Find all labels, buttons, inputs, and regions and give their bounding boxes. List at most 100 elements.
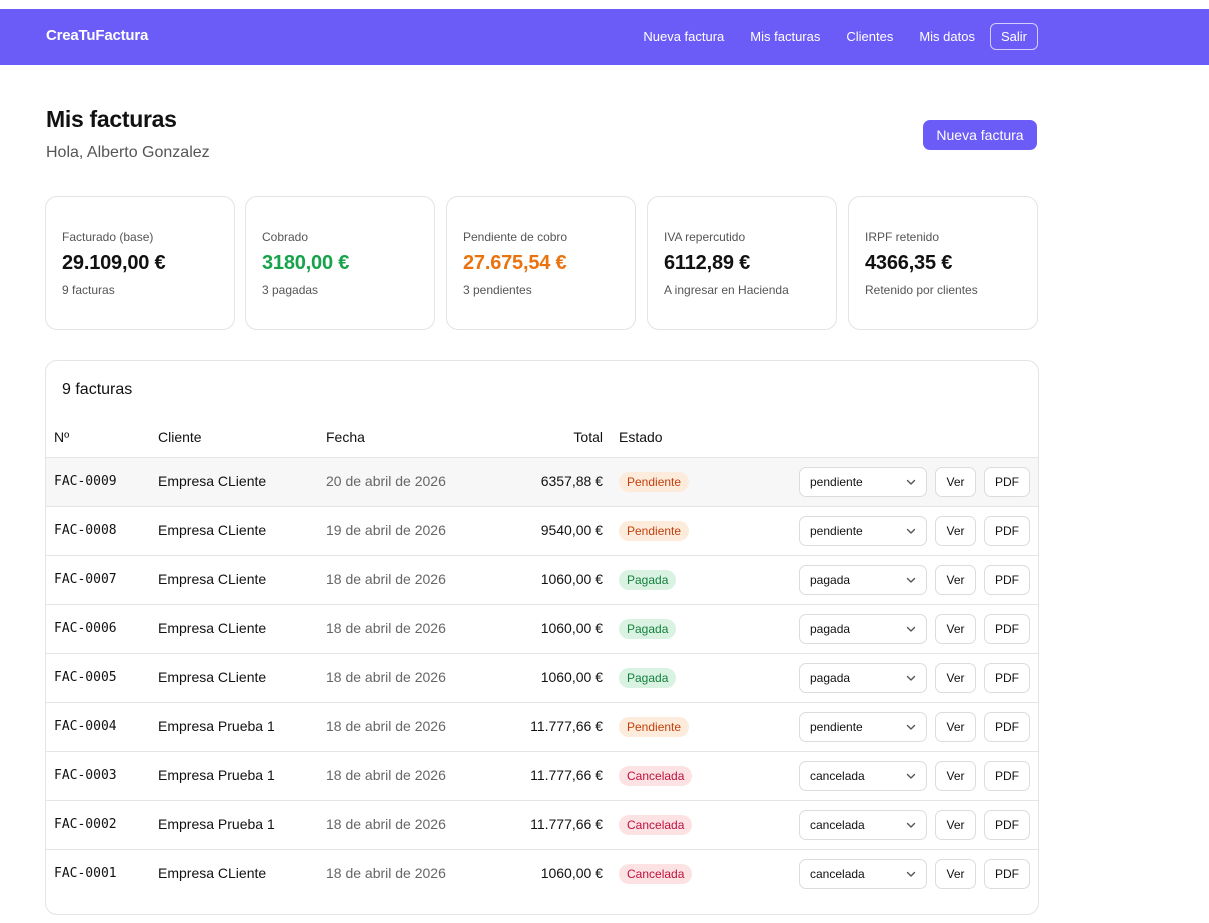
invoice-client: Empresa Prueba 1: [158, 816, 275, 832]
invoice-total: 1060,00 €: [540, 620, 603, 636]
nav-link-mis-facturas[interactable]: Mis facturas: [750, 29, 821, 44]
invoice-number: FAC-0005: [54, 670, 117, 685]
table-row: FAC-0002 Empresa Prueba 1 18 de abril de 2…: [46, 801, 1038, 850]
invoice-number: FAC-0008: [54, 523, 117, 538]
status-select-value: cancelada: [810, 769, 865, 783]
nav-link-mis-datos[interactable]: Mis datos: [919, 29, 975, 44]
stat-label: IRPF retenido: [865, 230, 940, 244]
status-select-value: cancelada: [810, 867, 865, 881]
status-select-value: cancelada: [810, 818, 865, 832]
table-row: FAC-0009 Empresa CLiente 20 de abril de 20…: [46, 458, 1038, 507]
stat-card-facturado: Facturado (base) 29.109,00 € 9 facturas: [45, 196, 235, 330]
header-client: Cliente: [158, 429, 202, 445]
pdf-button[interactable]: PDF: [984, 859, 1030, 889]
view-button[interactable]: Ver: [935, 761, 976, 791]
invoice-client: Empresa CLiente: [158, 522, 267, 538]
invoice-number: FAC-0001: [54, 866, 117, 881]
chevron-down-icon: [906, 577, 916, 583]
invoice-client: Empresa Prueba 1: [158, 767, 275, 783]
stat-card-iva: IVA repercutido 6112,89 € A ingresar en …: [647, 196, 837, 330]
chevron-down-icon: [906, 675, 916, 681]
invoices-table-card: 9 facturas Nº Cliente Fecha Total Estado…: [45, 360, 1039, 915]
invoice-date: 20 de abril de 2026: [326, 473, 446, 489]
pdf-button[interactable]: PDF: [984, 663, 1030, 693]
header-num: Nº: [54, 429, 70, 445]
chevron-down-icon: [906, 871, 916, 877]
chevron-down-icon: [906, 528, 916, 534]
greeting-text: Hola, Alberto Gonzalez: [46, 144, 210, 161]
stat-value: 3180,00 €: [262, 252, 350, 274]
nav-links: Nueva factura Mis facturas Clientes Mis …: [643, 23, 1038, 50]
new-invoice-button[interactable]: Nueva factura: [923, 120, 1037, 150]
invoice-total: 11.777,66 €: [530, 767, 603, 783]
pdf-button[interactable]: PDF: [984, 614, 1030, 644]
invoice-number: FAC-0009: [54, 474, 117, 489]
status-select[interactable]: cancelada: [799, 810, 927, 840]
stat-label: IVA repercutido: [664, 230, 746, 244]
table-row: FAC-0003 Empresa Prueba 1 18 de abril de 2…: [46, 752, 1038, 801]
pdf-button[interactable]: PDF: [984, 467, 1030, 497]
pdf-button[interactable]: PDF: [984, 712, 1030, 742]
stat-card-cobrado: Cobrado 3180,00 € 3 pagadas: [245, 196, 435, 330]
view-button[interactable]: Ver: [935, 810, 976, 840]
invoice-date: 18 de abril de 2026: [326, 571, 446, 587]
chevron-down-icon: [906, 822, 916, 828]
invoice-date: 18 de abril de 2026: [326, 620, 446, 636]
status-select-value: pendiente: [810, 524, 863, 538]
stat-card-pendiente: Pendiente de cobro 27.675,54 € 3 pendien…: [446, 196, 636, 330]
status-badge: Pagada: [619, 570, 677, 590]
header-total: Total: [573, 429, 603, 445]
stat-sub: Retenido por clientes: [865, 283, 978, 297]
table-row: FAC-0006 Empresa CLiente 18 de abril de 20…: [46, 605, 1038, 654]
status-select[interactable]: pagada: [799, 614, 927, 644]
pdf-button[interactable]: PDF: [984, 516, 1030, 546]
status-badge: Pendiente: [619, 521, 690, 541]
stat-label: Cobrado: [262, 230, 309, 244]
table-row: FAC-0005 Empresa CLiente 18 de abril de 20…: [46, 654, 1038, 703]
pdf-button[interactable]: PDF: [984, 810, 1030, 840]
status-select[interactable]: cancelada: [799, 859, 927, 889]
view-button[interactable]: Ver: [935, 516, 976, 546]
invoice-total: 11.777,66 €: [530, 816, 603, 832]
invoice-total: 9540,00 €: [540, 522, 603, 538]
invoice-number: FAC-0006: [54, 621, 117, 636]
page-title: Mis facturas: [46, 106, 177, 132]
view-button[interactable]: Ver: [935, 467, 976, 497]
status-select[interactable]: pagada: [799, 565, 927, 595]
invoice-client: Empresa Prueba 1: [158, 718, 275, 734]
table-row: FAC-0007 Empresa CLiente 18 de abril de 20…: [46, 556, 1038, 605]
view-button[interactable]: Ver: [935, 565, 976, 595]
stat-sub: 9 facturas: [62, 283, 115, 297]
view-button[interactable]: Ver: [935, 712, 976, 742]
logout-button[interactable]: Salir: [989, 23, 1038, 50]
pdf-button[interactable]: PDF: [984, 761, 1030, 791]
chevron-down-icon: [906, 724, 916, 730]
nav-link-clientes[interactable]: Clientes: [846, 29, 894, 44]
invoice-date: 18 de abril de 2026: [326, 816, 446, 832]
status-badge: Cancelada: [619, 815, 693, 835]
stat-value: 4366,35 €: [865, 252, 953, 274]
status-select[interactable]: pendiente: [799, 516, 927, 546]
invoice-client: Empresa CLiente: [158, 669, 267, 685]
stat-value: 29.109,00 €: [62, 252, 166, 274]
status-select[interactable]: pendiente: [799, 712, 927, 742]
status-badge: Pendiente: [619, 472, 690, 492]
invoice-client: Empresa CLiente: [158, 571, 267, 587]
status-select[interactable]: pendiente: [799, 467, 927, 497]
view-button[interactable]: Ver: [935, 859, 976, 889]
invoice-number: FAC-0003: [54, 768, 117, 783]
status-select-value: pendiente: [810, 720, 863, 734]
view-button[interactable]: Ver: [935, 663, 976, 693]
status-select-value: pagada: [810, 622, 851, 636]
status-badge: Pagada: [619, 668, 677, 688]
pdf-button[interactable]: PDF: [984, 565, 1030, 595]
status-select[interactable]: cancelada: [799, 761, 927, 791]
navbar: CreaTuFactura Nueva factura Mis facturas…: [0, 9, 1209, 65]
nav-link-nueva-factura[interactable]: Nueva factura: [643, 29, 725, 44]
brand-logo[interactable]: CreaTuFactura: [46, 27, 149, 44]
stat-label: Pendiente de cobro: [463, 230, 568, 244]
header-date: Fecha: [326, 429, 365, 445]
view-button[interactable]: Ver: [935, 614, 976, 644]
status-select[interactable]: pagada: [799, 663, 927, 693]
status-select-value: pagada: [810, 573, 851, 587]
